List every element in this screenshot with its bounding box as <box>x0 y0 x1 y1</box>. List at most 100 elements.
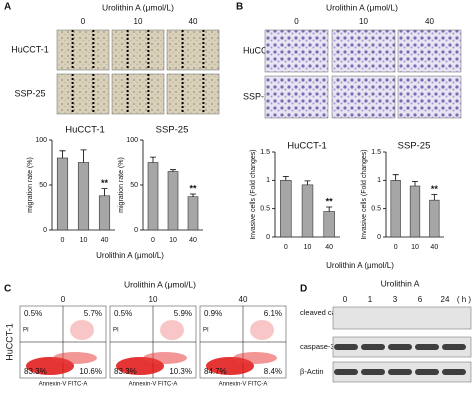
axis-title: Annexin-V FITC-A <box>129 382 178 388</box>
x-tick-label: 10 <box>411 244 419 251</box>
bar <box>409 185 421 238</box>
blot <box>332 306 472 330</box>
dose-label: 0 <box>61 295 66 304</box>
cell-cloud <box>143 352 187 364</box>
y-axis-label: Invasive cells (Fold changes) <box>361 149 368 239</box>
blot-band <box>415 369 439 375</box>
quadrant-pct: 5.9% <box>174 309 192 318</box>
bar <box>56 157 69 231</box>
panel-label: D <box>300 284 307 295</box>
x-tick-label: 40 <box>101 237 109 244</box>
quadrant-pct: 83.3% <box>114 367 137 376</box>
y-tick-label: 0 <box>266 234 270 241</box>
header: Urolithin A (μmol/L) <box>124 279 196 289</box>
x-tick-label: 0 <box>284 244 288 251</box>
y-tick-label: 0 <box>134 227 138 234</box>
axis-title: Annexin-V FITC-A <box>219 382 268 388</box>
blot-band <box>388 344 412 350</box>
micrograph <box>264 75 329 119</box>
bar <box>98 195 111 231</box>
dose-label: 40 <box>425 17 434 26</box>
cell-cloud <box>53 352 97 364</box>
y-tick-label: 50 <box>39 182 47 189</box>
time-label: 3 <box>393 295 398 304</box>
error-bar <box>80 149 87 163</box>
row-label: SSP-25 <box>14 88 45 98</box>
micrograph <box>111 29 165 71</box>
x-tick-label: 0 <box>394 244 398 251</box>
chart-title: SSP-25 <box>156 125 189 136</box>
dose-label: 10 <box>149 295 158 304</box>
bar <box>167 171 179 231</box>
quadrant-pct: 5.7% <box>84 309 102 318</box>
bar <box>429 199 440 238</box>
error-bar <box>150 156 156 163</box>
significance: ** <box>431 184 439 194</box>
blot-label: cleaved caspase-3 <box>300 308 363 317</box>
y-tick-label: 1 <box>377 177 381 184</box>
blot-band <box>388 369 412 375</box>
error-bar <box>392 174 399 181</box>
cell-cloud <box>160 320 184 340</box>
dose-label: 10 <box>134 17 143 26</box>
blot-band <box>361 344 385 350</box>
x-tick-label: 40 <box>430 244 438 251</box>
micrograph <box>397 29 462 73</box>
x-tick-label: 10 <box>169 237 177 244</box>
quadrant-pct: 83.3% <box>24 367 47 376</box>
blot-band <box>415 344 439 350</box>
dose-label: 40 <box>189 17 198 26</box>
bar <box>390 180 401 238</box>
row-label: SSP-25 <box>243 91 274 101</box>
time-label: 24 <box>441 295 450 304</box>
y-tick-label: 0 <box>43 227 47 234</box>
error-bar <box>282 175 289 181</box>
axis-title: Annexin-V FITC-A <box>39 382 88 388</box>
axis-title: PI <box>23 328 29 334</box>
dose-label: 0 <box>294 17 299 26</box>
x-tick-label: 40 <box>189 237 197 244</box>
micrograph <box>56 29 110 71</box>
chart-title: HuCCT-1 <box>287 141 327 152</box>
y-axis-label: Invasive cells (Fold changes) <box>250 149 257 239</box>
dose-label: 0 <box>81 17 86 26</box>
header: Urolithin A (μmol/L) <box>326 2 398 12</box>
time-label: 0 <box>343 295 348 304</box>
y-tick-label: 0.5 <box>260 206 270 213</box>
micrograph <box>331 29 396 73</box>
blot-band <box>442 369 466 375</box>
significance: ** <box>326 196 334 206</box>
bar <box>301 184 314 238</box>
quadrant-pct: 6.1% <box>264 309 282 318</box>
y-axis-label: migration rate (%) <box>27 157 34 213</box>
quadrant-pct: 84.7% <box>204 367 227 376</box>
header: Urolithin A (μmol/L) <box>102 2 174 12</box>
panel-label: A <box>4 2 11 13</box>
time-label: 1 <box>368 295 373 304</box>
micrograph <box>166 29 220 71</box>
y-tick-label: 50 <box>130 182 138 189</box>
y-tick-label: 0.5 <box>371 206 381 213</box>
panel-label: B <box>236 2 243 13</box>
x-tick-label: 0 <box>61 237 65 244</box>
quadrant-pct: 10.6% <box>79 367 102 376</box>
blot-band <box>442 344 466 350</box>
error-bar <box>190 193 196 197</box>
cell-cloud <box>70 320 94 340</box>
micrograph <box>166 73 220 115</box>
error-bar <box>59 150 66 158</box>
row-label: HuCCT-1 <box>4 323 14 361</box>
dose-label: 40 <box>239 295 248 304</box>
bar <box>147 162 159 231</box>
error-bar <box>101 188 108 196</box>
bar <box>280 180 292 238</box>
axis-title: PI <box>113 328 119 334</box>
cell-cloud <box>233 352 277 364</box>
quadrant-pct: 0.9% <box>204 309 222 318</box>
blot-band <box>334 369 358 375</box>
error-bar <box>326 206 333 212</box>
y-axis-label: migration rate (%) <box>118 157 125 213</box>
blot-label: β-Actin <box>300 367 324 376</box>
error-bar <box>304 180 311 185</box>
bar <box>323 211 335 238</box>
